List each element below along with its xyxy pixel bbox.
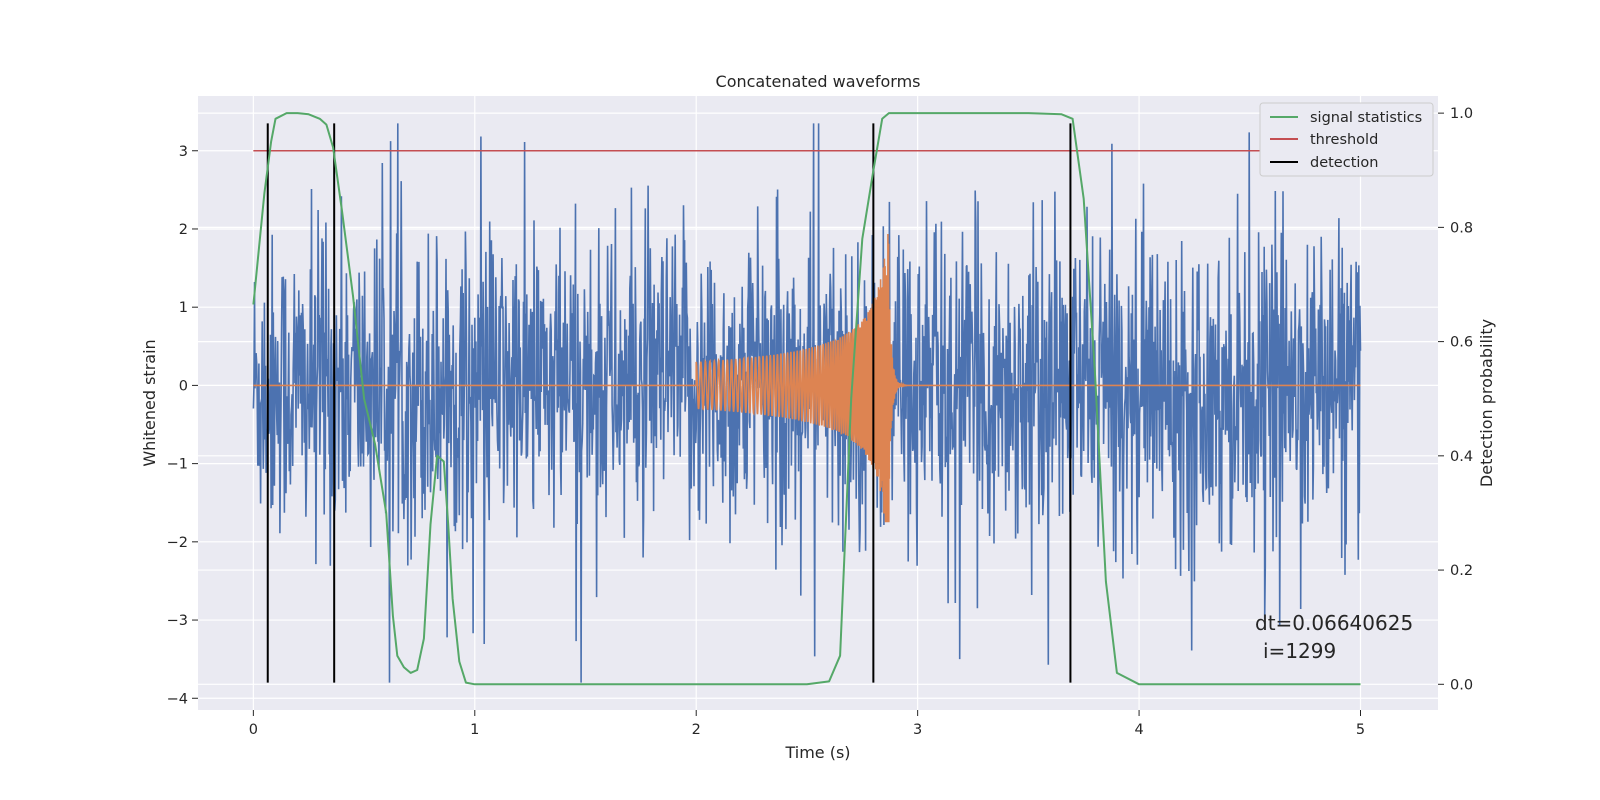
- x-tick-label: 1: [470, 722, 479, 738]
- y-tick-label: −3: [167, 613, 188, 629]
- chirp-series-line: [253, 233, 1361, 523]
- series-layer: [252, 112, 1362, 686]
- y-tick-label: −4: [167, 691, 188, 707]
- x-tick-label: 3: [913, 722, 922, 738]
- y2-tick-label: 0.6: [1450, 335, 1473, 351]
- y2-tick-label: 0.8: [1450, 220, 1473, 236]
- x-tick-label: 4: [1134, 722, 1143, 738]
- x-tick-label: 0: [249, 722, 258, 738]
- legend-box: [1259, 102, 1434, 177]
- legend: signal statistics threshold detection: [1259, 102, 1434, 177]
- x-axis-label: Time (s): [784, 743, 850, 762]
- y-axis-label: Whitened strain: [140, 339, 159, 466]
- annotation-dt: dt=0.06640625: [1255, 611, 1413, 635]
- x-tick-label: 5: [1356, 722, 1365, 738]
- y-tick-label: 3: [179, 144, 188, 160]
- y-tick-label: 0: [179, 378, 188, 394]
- y2-tick-label: 1.0: [1450, 106, 1473, 122]
- y2-tick-label: 0.2: [1450, 563, 1473, 579]
- y-tick-label: 1: [179, 300, 188, 316]
- x-tick-label: 2: [692, 722, 701, 738]
- legend-label-threshold: threshold: [1310, 132, 1378, 148]
- y2-tick-label: 0.4: [1450, 449, 1473, 465]
- signal-statistics-line: [252, 112, 1361, 686]
- y2-tick-label: 0.0: [1450, 677, 1473, 693]
- ticks: 0 1 2 3 4 5 −4 −3 −2 −1 0 1 2 3 0.0 0.2 0.4 0.6 0.8 1.0: [167, 106, 1473, 738]
- legend-label-detection: detection: [1310, 155, 1378, 171]
- chart-title: Concatenated waveforms: [716, 72, 921, 91]
- legend-label-signal-statistics: signal statistics: [1310, 110, 1422, 126]
- y-axis-label-right: Detection probability: [1477, 319, 1496, 487]
- y-tick-label: −1: [167, 457, 188, 473]
- y-tick-label: −2: [167, 535, 188, 551]
- y-tick-label: 2: [179, 222, 188, 238]
- annotation-i: i=1299: [1263, 639, 1336, 663]
